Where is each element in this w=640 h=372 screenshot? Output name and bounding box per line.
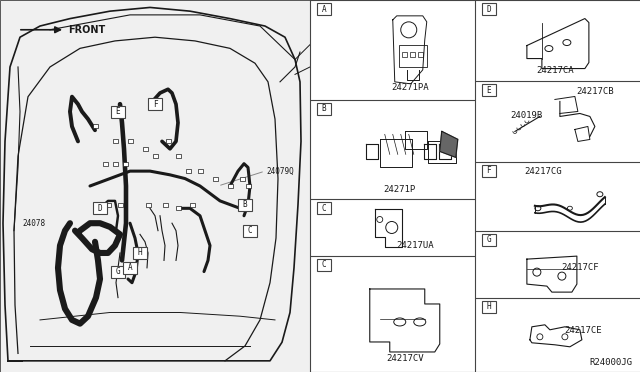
Bar — [166, 140, 170, 143]
Bar — [145, 203, 150, 206]
Bar — [482, 234, 496, 246]
Text: 24217CF: 24217CF — [561, 263, 598, 272]
Text: 24217CA: 24217CA — [536, 66, 573, 75]
Bar — [317, 259, 331, 271]
Bar — [102, 162, 108, 166]
Bar — [212, 177, 218, 180]
Bar — [239, 177, 244, 180]
Text: 24271P: 24271P — [383, 185, 416, 194]
Bar — [482, 3, 496, 15]
Bar — [127, 140, 132, 143]
Bar — [152, 154, 157, 158]
Text: E: E — [486, 86, 491, 94]
Bar — [133, 247, 147, 259]
Bar — [243, 225, 257, 237]
Bar — [317, 103, 331, 115]
Text: F: F — [153, 100, 157, 109]
Bar — [227, 184, 232, 188]
Text: R24000JG: R24000JG — [589, 358, 632, 367]
Text: 24079Q: 24079Q — [266, 167, 294, 176]
Bar — [93, 202, 107, 214]
Bar — [410, 52, 415, 57]
Text: D: D — [486, 4, 491, 13]
Text: A: A — [321, 4, 326, 13]
Text: 24217CE: 24217CE — [564, 326, 602, 335]
Text: 24019B: 24019B — [511, 111, 543, 120]
Bar — [189, 203, 195, 206]
Text: E: E — [116, 107, 120, 116]
Text: H: H — [138, 248, 142, 257]
Text: 24217UA: 24217UA — [396, 241, 433, 250]
Text: 24217CB: 24217CB — [576, 87, 614, 96]
Bar — [317, 202, 331, 214]
Text: G: G — [116, 267, 120, 276]
Bar — [310, 0, 640, 372]
Text: A: A — [128, 263, 132, 272]
Text: C: C — [248, 226, 252, 235]
Bar — [113, 162, 118, 166]
Text: G: G — [486, 235, 491, 244]
Bar — [106, 203, 111, 206]
Bar — [0, 0, 310, 372]
Bar — [93, 125, 97, 128]
Text: F: F — [486, 166, 491, 175]
Bar — [418, 52, 423, 57]
Bar — [143, 147, 147, 151]
Bar — [122, 162, 127, 166]
Polygon shape — [440, 131, 458, 157]
Bar — [148, 98, 162, 110]
Text: 24271PA: 24271PA — [391, 83, 429, 92]
Bar — [482, 165, 496, 177]
Text: C: C — [321, 260, 326, 269]
Text: B: B — [243, 200, 247, 209]
Bar — [163, 203, 168, 206]
Bar — [402, 52, 407, 57]
Bar — [175, 154, 180, 158]
Text: 24078: 24078 — [22, 219, 45, 228]
Bar — [111, 266, 125, 278]
Text: 24217CG: 24217CG — [524, 167, 562, 176]
Bar — [482, 84, 496, 96]
Text: D: D — [98, 204, 102, 213]
Bar — [111, 106, 125, 118]
Bar — [317, 3, 331, 15]
Bar — [186, 169, 191, 173]
Text: H: H — [486, 302, 491, 311]
Bar — [175, 206, 180, 210]
Bar — [246, 184, 250, 188]
Bar — [198, 169, 202, 173]
Bar — [238, 199, 252, 211]
Text: C: C — [321, 203, 326, 212]
Text: 24217CV: 24217CV — [386, 355, 424, 363]
Text: FRONT: FRONT — [68, 25, 105, 35]
Bar — [113, 140, 118, 143]
Bar — [118, 203, 122, 206]
Bar — [123, 262, 137, 274]
Bar — [482, 301, 496, 312]
Text: B: B — [321, 104, 326, 113]
Bar — [399, 45, 427, 67]
